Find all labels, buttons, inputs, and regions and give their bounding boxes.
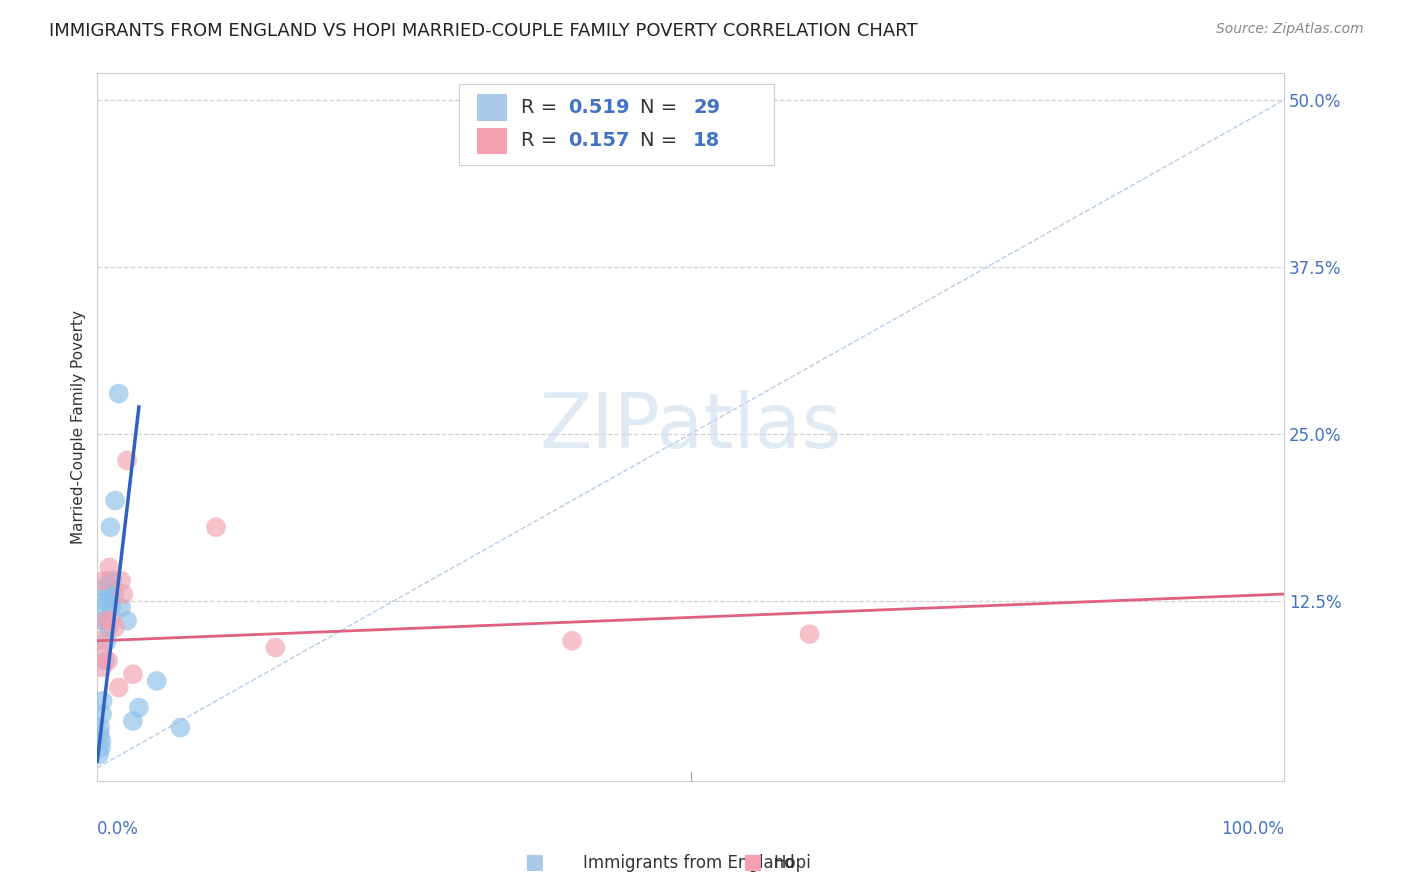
Point [115,614,138,628]
Point [115,453,138,467]
Point [112,587,135,601]
Point [104,493,127,508]
Point [100,614,122,628]
Point [97,620,120,634]
Point [94,614,117,628]
Text: Source: ZipAtlas.com: Source: ZipAtlas.com [1216,22,1364,37]
Text: Hopi: Hopi [773,855,811,872]
Point [91,660,114,674]
Text: 18: 18 [693,131,720,151]
Text: R =: R = [522,98,564,117]
Y-axis label: Married-Couple Family Poverty: Married-Couple Family Poverty [72,310,86,544]
Point [97,654,120,668]
Text: Immigrants from England: Immigrants from England [583,855,796,872]
Point [93,600,115,615]
Point [100,520,122,534]
Point [91,707,114,722]
Text: ZIPatlas: ZIPatlas [540,390,842,464]
FancyBboxPatch shape [460,84,773,165]
Point [90,647,112,661]
Point [89,721,111,735]
Point [96,633,118,648]
Point [799,627,821,641]
Point [90,734,112,748]
Point [98,560,121,574]
Text: ■: ■ [742,853,762,872]
Point [110,600,132,615]
Point [89,727,111,741]
Point [122,667,145,681]
Text: IMMIGRANTS FROM ENGLAND VS HOPI MARRIED-COUPLE FAMILY POVERTY CORRELATION CHART: IMMIGRANTS FROM ENGLAND VS HOPI MARRIED-… [49,22,918,40]
Point [91,614,114,628]
Point [96,614,118,628]
Point [561,633,583,648]
Point [101,574,124,588]
Point [122,714,145,728]
Point [94,580,117,594]
Point [110,574,132,588]
Point [91,574,114,588]
Point [100,600,122,615]
Text: R =: R = [522,131,564,151]
Text: N =: N = [640,98,683,117]
Text: 0.0%: 0.0% [97,820,139,838]
Point [97,587,120,601]
Text: 0.157: 0.157 [568,131,630,151]
Point [264,640,287,655]
Point [91,694,114,708]
FancyBboxPatch shape [477,128,506,154]
FancyBboxPatch shape [477,95,506,121]
Text: 29: 29 [693,98,720,117]
Point [107,386,129,401]
Point [89,633,111,648]
Point [94,654,117,668]
Text: N =: N = [640,131,683,151]
Point [107,681,129,695]
Point [145,673,167,688]
Text: 0.519: 0.519 [568,98,630,117]
Point [104,620,127,634]
Point [90,740,112,755]
Point [128,700,150,714]
Point [98,574,121,588]
Point [89,747,111,762]
Point [169,721,191,735]
Text: ■: ■ [524,853,544,872]
Point [205,520,228,534]
Point [103,587,125,601]
Point [93,593,115,607]
Text: 100.0%: 100.0% [1222,820,1284,838]
